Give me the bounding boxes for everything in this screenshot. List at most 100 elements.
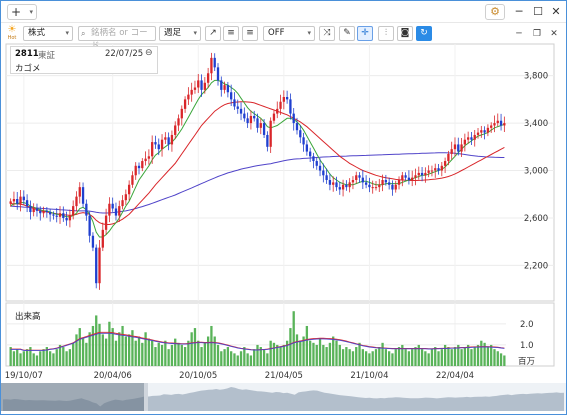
candle-body bbox=[335, 182, 338, 188]
volume-bar bbox=[183, 347, 187, 366]
volume-bar bbox=[121, 325, 124, 366]
candle-body bbox=[16, 199, 19, 204]
title-bar: + ▾ ⚙ ─ ☐ ✕ bbox=[1, 1, 566, 23]
volume-bar bbox=[282, 344, 285, 366]
volume-bar bbox=[368, 353, 371, 366]
volume-bar bbox=[312, 342, 315, 366]
volume-bar bbox=[361, 349, 364, 366]
candle-body bbox=[65, 217, 68, 221]
volume-bar bbox=[289, 328, 292, 366]
volume-bar bbox=[450, 349, 453, 366]
crosshair-button[interactable]: ✛ bbox=[357, 26, 373, 41]
market-type-select[interactable]: 株式 ▾ bbox=[23, 26, 73, 41]
panel-restore-button[interactable]: ❐ bbox=[531, 27, 543, 41]
navigator-mask-left bbox=[1, 383, 144, 411]
volume-bar bbox=[233, 353, 236, 366]
panel-minimize-button[interactable]: ─ bbox=[513, 27, 525, 41]
volume-bar bbox=[285, 340, 289, 366]
candle-body bbox=[98, 247, 101, 284]
candle-body bbox=[285, 97, 289, 100]
candle-body bbox=[361, 177, 364, 183]
shuffle-button[interactable]: ⤨ bbox=[319, 26, 335, 41]
candle-body bbox=[486, 127, 490, 133]
volume-tick-label: 1.0 bbox=[520, 341, 534, 351]
restore-icon: ❐ bbox=[532, 29, 542, 39]
volume-bar bbox=[167, 349, 170, 366]
maximize-button[interactable]: ☐ bbox=[530, 4, 546, 20]
candle-body bbox=[72, 206, 75, 216]
volume-bar bbox=[151, 340, 154, 366]
candle-body bbox=[338, 187, 341, 190]
period-select[interactable]: 週足 ▾ bbox=[159, 26, 201, 41]
align-left-button[interactable]: ≡ bbox=[223, 26, 239, 41]
lines-right-icon: ≡ bbox=[246, 28, 254, 38]
candle-body bbox=[216, 67, 220, 81]
volume-bar bbox=[371, 351, 374, 366]
candle-body bbox=[114, 208, 118, 216]
candle-body bbox=[226, 85, 230, 93]
candle-body bbox=[305, 144, 309, 152]
candle-body bbox=[470, 137, 473, 140]
candle-body bbox=[200, 80, 203, 90]
volume-bar bbox=[210, 325, 213, 366]
volume-bar bbox=[473, 347, 476, 366]
candle-body bbox=[32, 208, 35, 213]
volume-bar bbox=[427, 353, 430, 366]
candle-body bbox=[266, 134, 269, 147]
volume-bar bbox=[384, 349, 388, 366]
refresh-button[interactable]: ↻ bbox=[416, 26, 432, 41]
volume-bar bbox=[243, 347, 246, 366]
candle-body bbox=[190, 89, 193, 95]
list-settings-button[interactable]: ⫶ bbox=[378, 26, 394, 41]
screenshot-button[interactable]: ◙ bbox=[397, 26, 413, 41]
volume-bar bbox=[193, 328, 197, 366]
volume-bar bbox=[341, 349, 345, 366]
volume-bar bbox=[62, 347, 65, 366]
volume-bar bbox=[338, 344, 341, 366]
candle-body bbox=[230, 92, 233, 100]
candle-body bbox=[430, 170, 434, 172]
volume-bar bbox=[114, 340, 118, 366]
volume-bar bbox=[309, 340, 312, 366]
panel-close-button[interactable]: ✕ bbox=[548, 27, 560, 41]
moving-averages bbox=[10, 79, 505, 238]
volume-bar bbox=[81, 338, 85, 366]
candle-body bbox=[272, 113, 276, 121]
close-button[interactable]: ✕ bbox=[548, 4, 564, 20]
candle-body bbox=[104, 215, 108, 230]
candle-body bbox=[81, 187, 85, 204]
volume-bar bbox=[137, 336, 141, 366]
indicator-select[interactable]: OFF ▾ bbox=[263, 26, 315, 41]
settings-button[interactable]: ⚙ bbox=[485, 4, 505, 20]
volume-bar bbox=[78, 328, 81, 366]
candle-body bbox=[101, 229, 104, 248]
add-tab-button[interactable]: + ▾ bbox=[7, 4, 37, 20]
candle-body bbox=[35, 208, 39, 211]
candle-body bbox=[427, 170, 430, 173]
candle-body bbox=[388, 182, 391, 185]
candle-body bbox=[434, 168, 437, 171]
chevron-circle-icon[interactable]: ⊖ bbox=[145, 48, 153, 58]
draw-button[interactable]: ✎ bbox=[339, 26, 355, 41]
price-tick-label: 3,000 bbox=[524, 167, 548, 177]
volume-bar bbox=[16, 349, 19, 366]
trendline-button[interactable]: ↗ bbox=[205, 26, 221, 41]
volume-bar bbox=[434, 347, 437, 366]
candle-body bbox=[42, 210, 45, 214]
volume-bar bbox=[180, 344, 183, 366]
date-tick-label: 21/10/04 bbox=[350, 371, 388, 381]
candle-body bbox=[78, 187, 81, 197]
volume-bar bbox=[430, 349, 434, 366]
volume-bar bbox=[503, 355, 506, 366]
candle-body bbox=[496, 120, 499, 124]
align-right-button[interactable]: ≡ bbox=[242, 26, 258, 41]
symbol-code: 2811 bbox=[15, 49, 39, 59]
candlesticks bbox=[9, 52, 506, 290]
arrow-up-right-icon: ↗ bbox=[209, 28, 217, 38]
candle-body bbox=[407, 177, 411, 181]
minimize-button[interactable]: ─ bbox=[511, 4, 527, 20]
candle-body bbox=[213, 57, 216, 68]
candle-body bbox=[282, 97, 285, 102]
